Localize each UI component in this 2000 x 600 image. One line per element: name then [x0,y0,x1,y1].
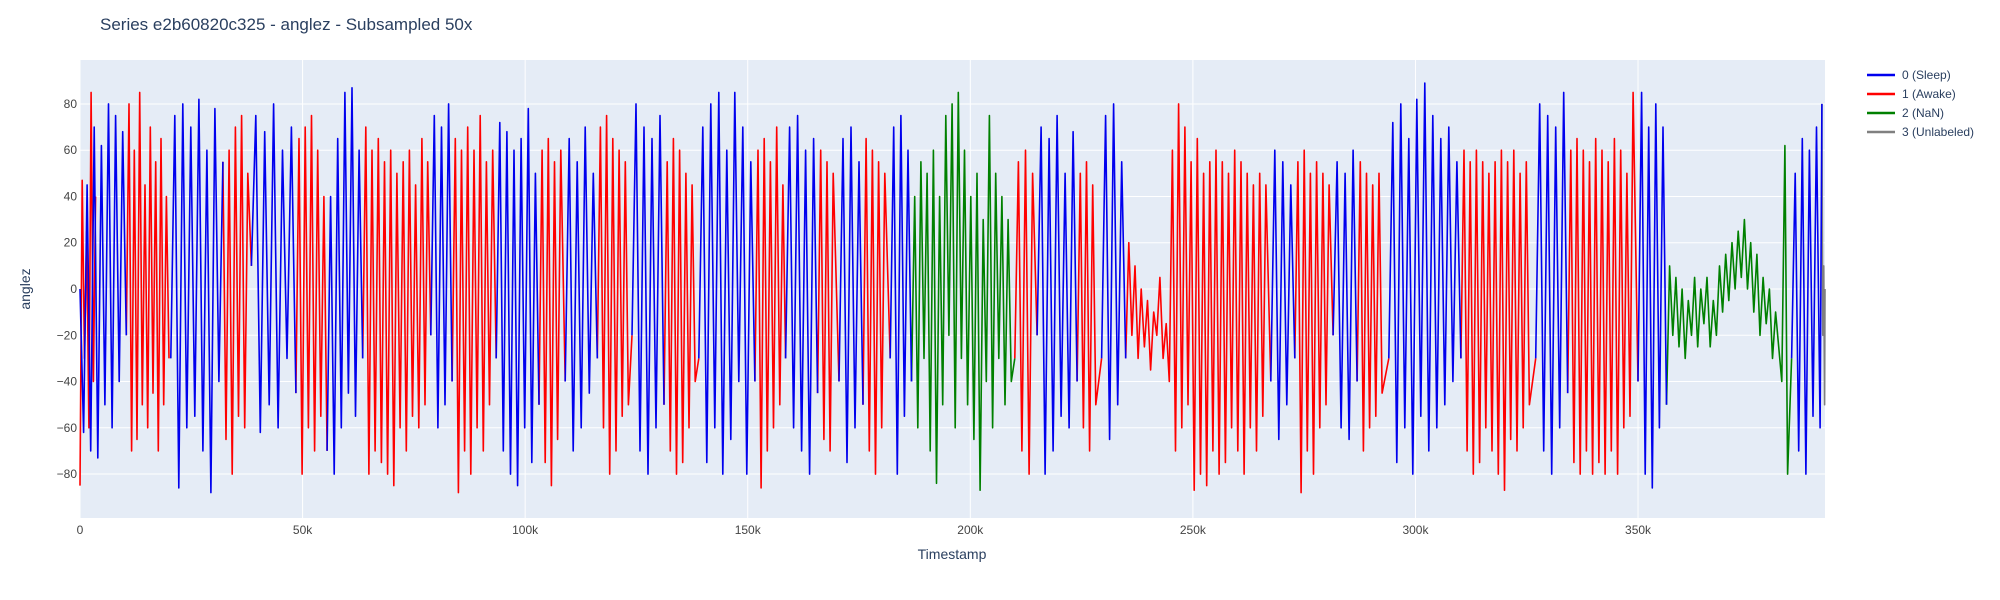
y-tick-label: 20 [64,236,78,250]
series-line [663,137,700,475]
x-tick-label: 200k [957,523,984,537]
x-axis-title: Timestamp [918,546,987,562]
series-line [1076,161,1103,452]
series-line [1294,149,1334,494]
y-tick-label: −80 [57,467,78,481]
series-line [222,114,253,475]
x-tick-label: 0 [77,523,84,537]
series-line [1460,149,1537,491]
series-line [698,91,756,475]
series-0-group [79,82,1823,494]
chart-title: Series e2b60820c325 - anglez - Subsample… [100,15,473,34]
series-line [326,87,364,475]
legend-label: 1 (Awake) [1902,87,1956,101]
series-line [838,126,864,464]
series-line [784,114,819,475]
series-line [816,149,840,452]
x-tick-label: 300k [1402,523,1429,537]
series-line [250,103,297,434]
x-axis-ticks: 0 50k 100k 150k 200k 250k 300k 350k [77,523,1652,537]
series-line [538,137,566,487]
y-tick-label: −60 [57,421,78,435]
series-layer [79,82,1826,494]
series-line [1332,149,1358,441]
series-line [430,103,453,429]
y-tick-label: −20 [57,328,78,342]
series-line [1534,91,1569,475]
legend-item[interactable]: 3 (Unlabeled) [1867,125,1974,139]
series-line [361,126,432,487]
y-tick-label: 0 [70,282,77,296]
series-line [910,91,1016,491]
series-line [1124,103,1272,491]
series-line [564,126,599,452]
y-tick-label: 80 [64,97,78,111]
series-line [495,107,540,487]
series-line [79,91,97,486]
legend-label: 0 (Sleep) [1902,68,1951,82]
series-line [1637,91,1668,489]
series-1-group [79,91,1639,494]
series-line [1036,114,1078,475]
series-line [889,114,913,475]
legend-label: 2 (NaN) [1902,106,1944,120]
series-line [79,103,128,459]
legend-label: 3 (Unlabeled) [1902,125,1974,139]
series-line [631,103,665,475]
series-line [596,114,633,475]
legend-item[interactable]: 2 (NaN) [1867,106,1944,120]
series-line [295,114,328,475]
legend: 0 (Sleep) 1 (Awake) 2 (NaN) 3 (Unlabeled) [1867,68,1974,139]
x-tick-label: 150k [735,523,762,537]
series-line [125,91,170,452]
legend-item[interactable]: 1 (Awake) [1867,87,1956,101]
series-line [1665,144,1793,475]
x-tick-label: 250k [1180,523,1207,537]
y-tick-label: 40 [64,189,78,203]
x-tick-label: 100k [512,523,539,537]
series-line [1566,91,1639,475]
series-2-group [910,91,1793,491]
series-line [1100,103,1127,441]
y-axis-ticks: −80 −60 −40 −20 0 20 40 60 80 [57,97,78,481]
x-tick-label: 50k [293,523,313,537]
series-line [754,126,787,489]
y-tick-label: −40 [57,375,78,389]
legend-item[interactable]: 0 (Sleep) [1867,68,1951,82]
x-tick-label: 350k [1625,523,1652,537]
series-line [1014,149,1038,475]
series-line [1356,161,1390,452]
series-line [862,137,891,475]
series-line [451,114,497,494]
series-line [1270,149,1296,441]
series-line [1790,103,1823,475]
y-axis-title: anglez [17,268,33,309]
y-tick-label: 60 [64,143,78,157]
series-line [1821,103,1826,406]
series-line [1388,82,1462,475]
series-line [170,98,224,494]
series-3-group [1821,103,1826,406]
